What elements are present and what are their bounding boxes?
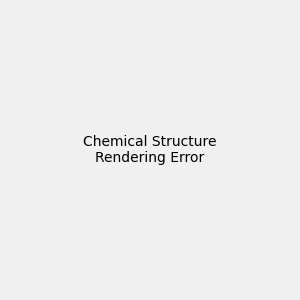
Text: Chemical Structure
Rendering Error: Chemical Structure Rendering Error <box>83 135 217 165</box>
